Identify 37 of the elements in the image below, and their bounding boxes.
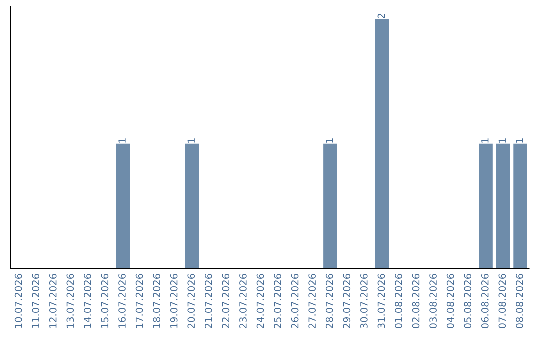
x-tick-label: 18.07.2026: [153, 274, 160, 328]
x-tick-label: 16.07.2026: [118, 274, 126, 328]
x-tick-label: 13.07.2026: [66, 274, 74, 328]
x-tick-label: 20.07.2026: [188, 274, 196, 328]
data-label: 1: [188, 138, 195, 143]
x-tick-label: 29.07.2026: [343, 274, 351, 328]
x-tick-label: 06.08.2026: [481, 274, 489, 328]
x-tick-label: 01.08.2026: [395, 274, 402, 328]
x-tick-label: 24.07.2026: [256, 274, 264, 328]
x-tick-label: 30.07.2026: [360, 274, 368, 328]
x-tick-label: 14.07.2026: [84, 274, 92, 328]
data-label: 2: [378, 14, 386, 19]
x-tick-label: 21.07.2026: [204, 274, 212, 328]
data-label: 1: [482, 138, 489, 143]
data-label: 1: [498, 138, 506, 143]
x-tick-label: 02.08.2026: [412, 274, 420, 328]
x-tick-label: 27.07.2026: [308, 274, 316, 328]
x-tick-label: 03.08.2026: [430, 274, 437, 328]
data-label: 1: [516, 138, 524, 143]
x-tick-label: 23.07.2026: [240, 274, 247, 328]
x-tick-label: 22.07.2026: [222, 274, 230, 328]
x-tick-label: 17.07.2026: [136, 274, 144, 328]
x-tick-label: 19.07.2026: [170, 274, 178, 328]
x-tick-label: 15.07.2026: [101, 274, 109, 328]
x-tick-label: 26.07.2026: [291, 274, 299, 328]
x-tick-label: 04.08.2026: [446, 274, 454, 328]
x-tick-label: 10.07.2026: [14, 274, 22, 328]
x-tick-label: 25.07.2026: [274, 274, 282, 328]
x-tick-label: 12.07.2026: [49, 274, 57, 328]
x-tick-label: 11.07.2026: [32, 274, 40, 328]
x-tick-label: 05.08.2026: [464, 274, 472, 328]
x-tick-label: 08.08.2026: [516, 274, 524, 328]
x-tick-label: 31.07.2026: [378, 274, 386, 328]
x-tick-label: 28.07.2026: [326, 274, 334, 328]
data-label: 1: [118, 138, 126, 143]
data-label: 1: [326, 138, 334, 143]
x-tick-label: 07.08.2026: [498, 274, 506, 328]
